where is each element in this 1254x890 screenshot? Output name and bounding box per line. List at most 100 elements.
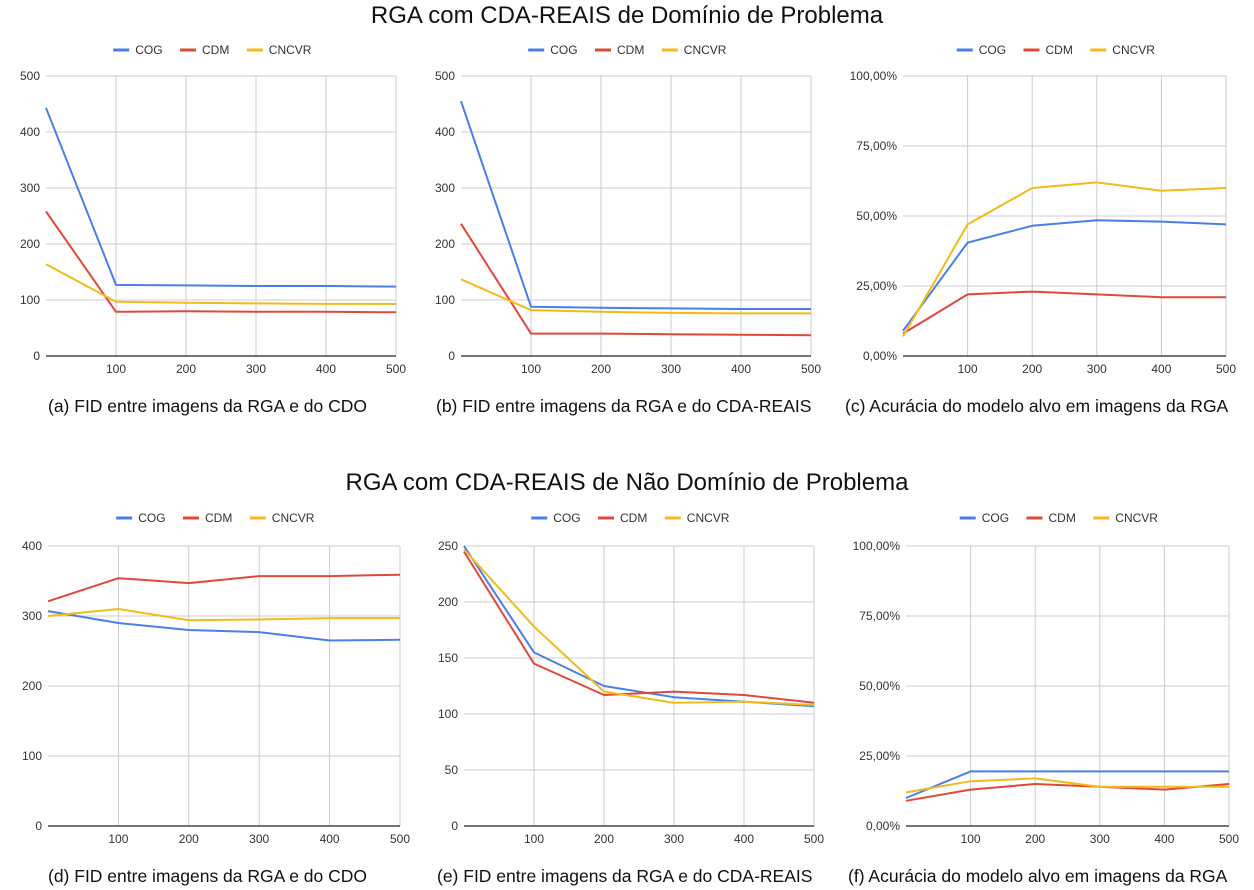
series-line-cog xyxy=(463,545,815,708)
legend-label-cncvr: CNCVR xyxy=(1112,43,1155,57)
y-tick-label: 100,00% xyxy=(850,69,898,83)
chart-c-svg: 0,00% 25,00% 50,00% 75,00% 100,00% 100 200 300 4… xyxy=(850,43,1237,376)
chart-a-svg: 0 100 200 300 400 500 100 200 300 400 500 COG CDM CNC… xyxy=(20,43,406,376)
series-line-cdm xyxy=(45,210,397,314)
y-tick-label: 0,00% xyxy=(866,819,900,833)
y-tick-label: 50,00% xyxy=(856,209,897,223)
chart-e-svg: 0 50 100 150 200 250 100 200 300 400 500 COG CDM CNCV… xyxy=(438,511,824,846)
legend-label-cncvr: CNCVR xyxy=(269,43,312,57)
y-tick-label: 100 xyxy=(435,293,455,307)
x-tick-label: 300 xyxy=(661,362,681,376)
chart-f-caption: (f) Acurácia do modelo alvo em imagens d… xyxy=(848,866,1228,886)
y-tick-label: 0 xyxy=(451,819,458,833)
y-tick-label: 100,00% xyxy=(853,539,901,553)
series-line-cncvr xyxy=(463,548,815,706)
chart-d-svg: 0 100 200 300 400 100 200 300 400 500 COG CDM CNCVR xyxy=(22,511,410,846)
series-line-cncvr xyxy=(902,181,1227,337)
x-tick-label: 400 xyxy=(734,832,754,846)
x-tick-label: 400 xyxy=(731,362,751,376)
series-line-cog xyxy=(45,107,397,288)
x-tick-label: 100 xyxy=(108,832,128,846)
x-tick-label: 100 xyxy=(958,362,978,376)
legend-label-cdm: CDM xyxy=(620,511,647,525)
series-line-cog xyxy=(47,610,401,642)
x-tick-label: 300 xyxy=(1087,362,1107,376)
y-tick-label: 400 xyxy=(20,125,40,139)
y-tick-label: 300 xyxy=(435,181,455,195)
y-tick-label: 25,00% xyxy=(859,749,900,763)
y-tick-label: 200 xyxy=(22,679,42,693)
series-line-cog xyxy=(460,100,811,310)
x-tick-label: 300 xyxy=(664,832,684,846)
x-tick-label: 100 xyxy=(106,362,126,376)
series-line-cncvr xyxy=(460,278,811,315)
x-tick-label: 500 xyxy=(386,362,406,376)
y-tick-label: 250 xyxy=(438,539,458,553)
x-tick-label: 200 xyxy=(591,362,611,376)
series-line-cdm xyxy=(902,290,1226,335)
chart-panel-c: 0,00% 25,00% 50,00% 75,00% 100,00% 100 200 300 4… xyxy=(836,32,1254,422)
legend-label-cdm: CDM xyxy=(617,43,644,57)
y-tick-label: 150 xyxy=(438,651,458,665)
y-tick-label: 200 xyxy=(438,595,458,609)
legend-label-cncvr: CNCVR xyxy=(684,43,727,57)
y-tick-label: 100 xyxy=(438,707,458,721)
chart-panel-e: 0 50 100 150 200 250 100 200 300 400 500 COG CDM CNCV… xyxy=(418,500,836,890)
x-tick-label: 500 xyxy=(801,362,821,376)
legend-label-cdm: CDM xyxy=(205,511,232,525)
y-tick-label: 0 xyxy=(35,819,42,833)
x-tick-label: 500 xyxy=(804,832,824,846)
y-tick-label: 0 xyxy=(33,349,40,363)
y-tick-label: 0,00% xyxy=(863,349,897,363)
series-line-cog xyxy=(905,770,1229,799)
x-tick-label: 200 xyxy=(179,832,199,846)
x-tick-label: 100 xyxy=(961,832,981,846)
legend-label-cog: COG xyxy=(979,43,1006,57)
chart-b-caption: (b) FID entre imagens da RGA e do CDA-RE… xyxy=(436,396,812,416)
y-tick-label: 75,00% xyxy=(859,609,900,623)
x-tick-label: 300 xyxy=(1090,832,1110,846)
x-tick-label: 200 xyxy=(1025,832,1045,846)
x-tick-label: 100 xyxy=(524,832,544,846)
x-tick-label: 400 xyxy=(316,362,336,376)
chart-panel-b: 0 100 200 300 400 500 100 200 300 400 500 COG CDM CNC… xyxy=(418,32,836,422)
series-line-cncvr xyxy=(45,263,396,305)
legend-label-cog: COG xyxy=(982,511,1009,525)
y-tick-label: 200 xyxy=(20,237,40,251)
y-tick-label: 0 xyxy=(448,349,455,363)
y-tick-label: 300 xyxy=(20,181,40,195)
x-tick-label: 500 xyxy=(390,832,410,846)
legend-label-cncvr: CNCVR xyxy=(1115,511,1158,525)
series-line-cdm xyxy=(460,223,812,337)
legend-label-cdm: CDM xyxy=(1046,43,1073,57)
y-tick-label: 500 xyxy=(435,69,455,83)
chart-b-svg: 0 100 200 300 400 500 100 200 300 400 500 COG CDM CNC… xyxy=(435,43,821,376)
series-line-cog xyxy=(902,219,1227,332)
chart-e-caption: (e) FID entre imagens da RGA e do CDA-RE… xyxy=(437,866,813,886)
chart-d-caption: (d) FID entre imagens da RGA e do CDO xyxy=(48,866,368,886)
legend-label-cog: COG xyxy=(550,43,577,57)
legend-label-cdm: CDM xyxy=(1049,511,1076,525)
chart-a-caption: (a) FID entre imagens da RGA e do CDO xyxy=(48,396,368,416)
y-tick-label: 75,00% xyxy=(856,139,897,153)
chart-panel-a: 0 100 200 300 400 500 100 200 300 400 500 COG CDM CNC… xyxy=(0,32,418,422)
y-tick-label: 500 xyxy=(20,69,40,83)
y-tick-label: 50,00% xyxy=(859,679,900,693)
section-title-non-domain: RGA com CDA-REAIS de Não Domínio de Prob… xyxy=(345,469,909,496)
series-line-cdm xyxy=(47,573,401,603)
x-tick-label: 200 xyxy=(594,832,614,846)
legend-label-cdm: CDM xyxy=(202,43,229,57)
x-tick-label: 200 xyxy=(1022,362,1042,376)
chart-panel-f: 0,00% 25,00% 50,00% 75,00% 100,00% 100 200 300 4… xyxy=(836,500,1254,890)
x-tick-label: 500 xyxy=(1219,832,1239,846)
series-line-cncvr xyxy=(905,777,1229,794)
chart-f-svg: 0,00% 25,00% 50,00% 75,00% 100,00% 100 200 300 4… xyxy=(853,511,1240,846)
x-tick-label: 100 xyxy=(521,362,541,376)
series-line-cdm xyxy=(463,551,815,704)
y-tick-label: 300 xyxy=(22,609,42,623)
x-tick-label: 500 xyxy=(1216,362,1236,376)
x-tick-label: 400 xyxy=(320,832,340,846)
legend-label-cog: COG xyxy=(553,511,580,525)
legend-label-cog: COG xyxy=(138,511,165,525)
y-tick-label: 200 xyxy=(435,237,455,251)
